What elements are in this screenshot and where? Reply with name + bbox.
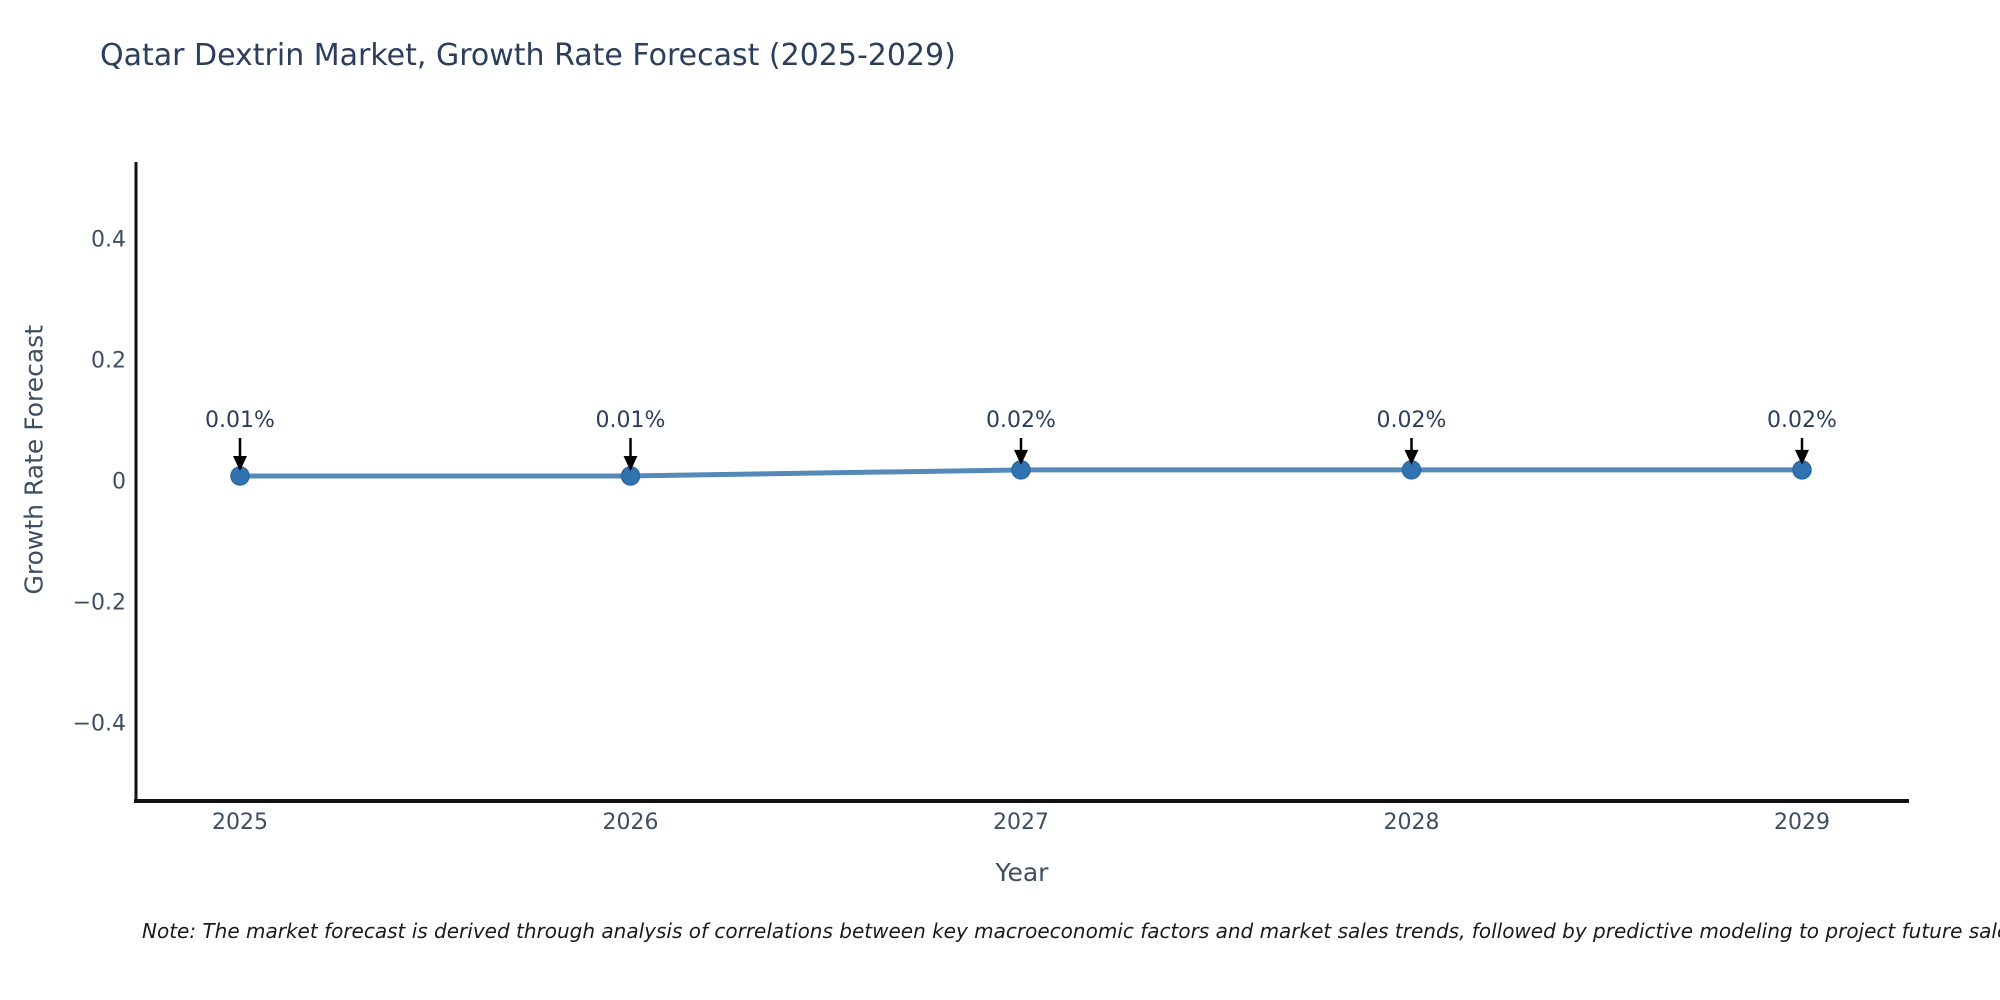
x-tick-label: 2026 <box>602 810 659 835</box>
y-tick-label: 0.2 <box>91 348 126 374</box>
x-tick-label: 2029 <box>1774 810 1830 835</box>
x-tick-label: 2025 <box>212 810 268 835</box>
y-tick-label: −0.4 <box>72 711 126 737</box>
chart-title: Qatar Dextrin Market, Growth Rate Foreca… <box>100 38 956 73</box>
x-axis-title: Year <box>995 858 1049 887</box>
y-tick-label: 0.4 <box>91 227 126 253</box>
annotation-arrowhead <box>233 455 247 471</box>
point-value-label: 0.02% <box>1767 408 1837 433</box>
point-value-label: 0.02% <box>1376 408 1447 433</box>
point-value-label: 0.02% <box>986 408 1056 433</box>
point-value-label: 0.01% <box>595 408 666 433</box>
point-value-label: 0.01% <box>205 408 275 433</box>
x-tick-label: 2027 <box>993 810 1049 835</box>
y-tick-label: −0.2 <box>72 590 126 616</box>
footnote: Note: The market forecast is derived thr… <box>142 919 2000 943</box>
y-tick-label: 0 <box>112 469 126 495</box>
x-tick-label: 2028 <box>1383 810 1440 835</box>
annotation-arrowhead <box>1795 449 1809 465</box>
annotation-arrowhead <box>1014 449 1028 465</box>
annotation-arrowhead <box>623 455 638 471</box>
annotation-arrowhead <box>1404 449 1419 465</box>
